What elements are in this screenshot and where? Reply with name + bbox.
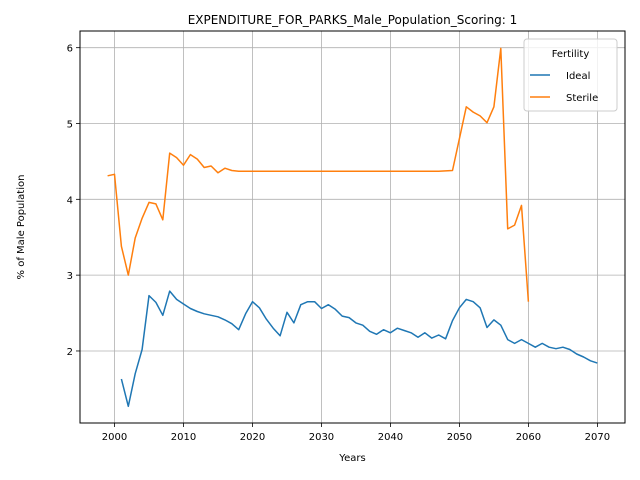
x-axis: 2000 2010 2020 2030 2040 2050 2060 2070 bbox=[102, 423, 610, 443]
y-tick-label: 5 bbox=[67, 120, 73, 131]
legend-box bbox=[523, 38, 618, 112]
legend: Fertility Ideal Sterile bbox=[523, 38, 618, 112]
y-tick-label: 2 bbox=[67, 347, 73, 358]
series-line-sterile bbox=[107, 47, 530, 302]
x-tick-label: 2070 bbox=[585, 432, 610, 443]
y-tick-label: 6 bbox=[67, 44, 73, 55]
legend-label-ideal: Ideal bbox=[566, 71, 590, 82]
x-tick-label: 2010 bbox=[171, 432, 196, 443]
chart-title: EXPENDITURE_FOR_PARKS_Male_Population_Sc… bbox=[188, 13, 518, 27]
x-tick-label: 2060 bbox=[516, 432, 541, 443]
y-axis-label: % of Male Population bbox=[16, 175, 27, 280]
legend-title: Fertility bbox=[552, 49, 590, 60]
y-axis: 2 3 4 5 6 bbox=[67, 44, 80, 358]
plot-frame bbox=[79, 30, 626, 424]
x-tick-label: 2040 bbox=[378, 432, 403, 443]
x-tick-label: 2020 bbox=[240, 432, 265, 443]
y-tick-label: 4 bbox=[67, 195, 73, 206]
series-lines bbox=[107, 47, 598, 408]
x-tick-label: 2050 bbox=[447, 432, 472, 443]
x-axis-label: Years bbox=[338, 453, 365, 464]
x-tick-label: 2030 bbox=[309, 432, 334, 443]
legend-label-sterile: Sterile bbox=[566, 93, 598, 104]
x-tick-label: 2000 bbox=[102, 432, 127, 443]
y-tick-label: 3 bbox=[67, 271, 73, 282]
series-line-ideal bbox=[120, 290, 598, 408]
